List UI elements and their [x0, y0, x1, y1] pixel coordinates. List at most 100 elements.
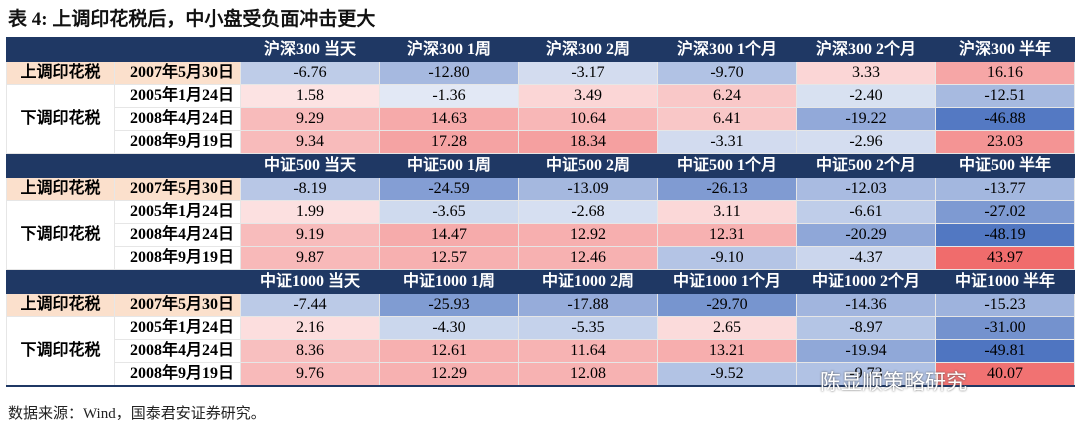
value-cell: -48.19 — [935, 223, 1075, 247]
group-label: 下调印花税 — [6, 200, 115, 270]
value-cell: -27.02 — [935, 200, 1075, 224]
column-header: 中证500 1周 — [379, 153, 519, 178]
value-cell: 12.92 — [518, 223, 658, 247]
column-header: 中证1000 1个月 — [657, 269, 797, 294]
value-cell: 13.21 — [657, 339, 797, 363]
column-header: 中证1000 2周 — [518, 269, 658, 294]
date: 2008年4月24日 — [114, 107, 241, 131]
value-cell: 2.65 — [657, 316, 797, 340]
value-cell: 6.41 — [657, 107, 797, 131]
value-cell: -19.22 — [796, 107, 936, 131]
table-row: 上调印花税 2007年5月30日 -6.76 -12.80 -3.17 -9.70 3.33… — [6, 61, 1075, 85]
column-header: 中证1000 当天 — [240, 269, 380, 294]
value-cell: 14.47 — [379, 223, 519, 247]
table-row: 2008年4月24日 8.36 12.61 11.64 13.21 -19.94 -49.8… — [7, 339, 1075, 363]
value-cell: -6.76 — [240, 61, 380, 85]
value-cell: 9.34 — [240, 130, 380, 154]
value-cell: -6.61 — [796, 200, 936, 224]
value-cell: 9.19 — [240, 223, 380, 247]
value-cell: -9.10 — [657, 246, 797, 270]
value-cell: -49.81 — [935, 339, 1075, 363]
value-cell: -3.17 — [518, 61, 658, 85]
value-cell: -4.37 — [796, 246, 936, 270]
value-cell: -4.30 — [379, 316, 519, 340]
value-cell: -9.52 — [657, 362, 797, 387]
table-row: 2008年4月24日 9.29 14.63 10.64 6.41 -19.22 -46.88 — [7, 107, 1075, 131]
header-blank — [6, 153, 241, 178]
value-cell: -8.97 — [796, 316, 936, 340]
date: 2008年4月24日 — [114, 339, 241, 363]
column-header: 中证1000 半年 — [935, 269, 1075, 294]
column-header: 中证500 半年 — [935, 153, 1075, 178]
date: 2005年1月24日 — [114, 200, 241, 224]
column-header: 沪深300 2个月 — [796, 37, 936, 62]
date: 2008年9月19日 — [114, 130, 241, 154]
value-cell: -17.88 — [518, 293, 658, 317]
value-cell: -13.09 — [518, 177, 658, 201]
date: 2007年5月30日 — [114, 61, 241, 85]
value-cell: -2.96 — [796, 130, 936, 154]
value-cell: -25.93 — [379, 293, 519, 317]
value-cell: -20.29 — [796, 223, 936, 247]
column-header: 沪深300 当天 — [240, 37, 380, 62]
date: 2005年1月24日 — [114, 316, 241, 340]
value-cell: -13.77 — [935, 177, 1075, 201]
value-cell: 9.29 — [240, 107, 380, 131]
group-label: 下调印花税 — [6, 316, 115, 387]
group-label: 上调印花税 — [6, 61, 115, 85]
value-cell: -2.68 — [518, 200, 658, 224]
header-blank — [6, 269, 241, 294]
value-cell: 14.63 — [379, 107, 519, 131]
column-header: 沪深300 1周 — [379, 37, 519, 62]
value-cell: -3.65 — [379, 200, 519, 224]
value-cell: -2.40 — [796, 84, 936, 108]
value-cell: 23.03 — [935, 130, 1075, 154]
value-cell: 12.08 — [518, 362, 658, 387]
table-row: 下调印花税 2005年1月24日 1.58 -1.36 3.49 6.24 -2.40 -12… — [6, 84, 1075, 154]
value-cell: 12.46 — [518, 246, 658, 270]
source-note: 数据来源：Wind，国泰君安证券研究。 — [8, 406, 266, 422]
value-cell: -1.36 — [379, 84, 519, 108]
value-cell: 12.29 — [379, 362, 519, 387]
value-cell: 18.34 — [518, 130, 658, 154]
table-row: 上调印花税 2007年5月30日 -8.19 -24.59 -13.09 -26.13 -1… — [6, 177, 1075, 201]
value-cell: 2.16 — [240, 316, 380, 340]
value-cell: 9.76 — [240, 362, 380, 387]
value-cell: 3.49 — [518, 84, 658, 108]
value-cell: -15.23 — [935, 293, 1075, 317]
table-row: 上调印花税 2007年5月30日 -7.44 -25.93 -17.88 -29.70 -1… — [6, 293, 1075, 317]
value-cell: 12.57 — [379, 246, 519, 270]
value-cell: 10.64 — [518, 107, 658, 131]
value-cell: -31.00 — [935, 316, 1075, 340]
value-cell: 1.99 — [240, 200, 380, 224]
date: 2008年4月24日 — [114, 223, 241, 247]
value-cell: 12.31 — [657, 223, 797, 247]
value-cell: 11.64 — [518, 339, 658, 363]
value-cell: 16.16 — [935, 61, 1075, 85]
group-label: 下调印花税 — [6, 84, 115, 154]
title: 表 4: 上调印花税后，中小盘受负面冲击更大 — [8, 9, 376, 30]
value-cell: -29.70 — [657, 293, 797, 317]
column-header: 中证500 2周 — [518, 153, 658, 178]
value-cell: -14.36 — [796, 293, 936, 317]
column-header: 中证500 当天 — [240, 153, 380, 178]
value-cell: 8.36 — [240, 339, 380, 363]
value-cell: 43.97 — [935, 246, 1075, 270]
group-label: 上调印花税 — [6, 177, 115, 201]
value-cell: 12.61 — [379, 339, 519, 363]
value-cell: -12.03 — [796, 177, 936, 201]
date: 2005年1月24日 — [114, 84, 241, 108]
value-cell: -12.51 — [935, 84, 1075, 108]
value-cell: 17.28 — [379, 130, 519, 154]
watermark: 陈显顺策略研究 — [820, 370, 967, 394]
date: 2007年5月30日 — [114, 177, 241, 201]
table-row: 下调印花税 2005年1月24日 1.99 -3.65 -2.68 3.11 -6.61 -2… — [6, 200, 1075, 270]
date: 2007年5月30日 — [114, 293, 241, 317]
table-row: 2008年9月19日 9.34 17.28 18.34 -3.31 -2.96 23.03 — [7, 130, 1075, 154]
date: 2008年9月19日 — [114, 362, 241, 387]
table-row: 沪深300 当天 沪深300 1周 沪深300 2周 沪深300 1个月 沪深300 2… — [6, 37, 1075, 62]
table-row: 2008年9月19日 9.87 12.57 12.46 -9.10 -4.37 43.97 — [7, 246, 1075, 270]
column-header: 沪深300 1个月 — [657, 37, 797, 62]
value-cell: -5.35 — [518, 316, 658, 340]
